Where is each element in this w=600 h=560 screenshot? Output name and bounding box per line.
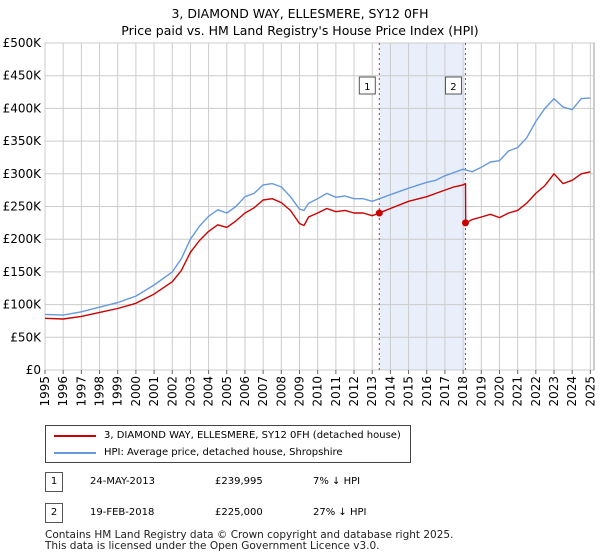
x-tick-label: 2014 <box>383 376 397 407</box>
x-tick-label: 2024 <box>565 376 579 407</box>
sale-label-text: 2 <box>450 82 456 93</box>
sale-label-box <box>444 76 462 95</box>
x-tick-label: 2023 <box>547 376 561 407</box>
x-tick-label: 2007 <box>256 376 270 407</box>
y-tick-label: £250K <box>3 200 43 214</box>
sale-label-text: 1 <box>364 82 370 93</box>
chart-title: 3, DIAMOND WAY, ELLESMERE, SY12 0FH Pric… <box>0 5 600 39</box>
x-tick-label: 2012 <box>347 376 361 407</box>
legend: 3, DIAMOND WAY, ELLESMERE, SY12 0FH (det… <box>45 425 411 463</box>
sale-label-box <box>358 76 376 95</box>
y-axis-ticks: £0 £50K £100K £150K £200K £250K £300K £350K £400… <box>3 36 43 377</box>
x-tick-label: 1998 <box>93 376 107 407</box>
x-tick-label: 2025 <box>583 376 597 407</box>
sale-point <box>375 209 383 217</box>
sale-point <box>461 219 469 227</box>
y-tick-label: £450K <box>3 69 43 83</box>
x-tick-label: 1996 <box>56 376 70 407</box>
sale-label: 1 <box>358 76 376 95</box>
x-tick-label: 1997 <box>74 376 88 407</box>
legend-hpi-swatch <box>54 452 96 454</box>
x-tick-label: 2016 <box>420 376 434 407</box>
x-tick-label: 2005 <box>220 376 234 407</box>
x-tick-label: 2006 <box>238 376 252 407</box>
x-tick-label: 2022 <box>529 376 543 407</box>
footer-copyright: Contains HM Land Registry data © Crown c… <box>45 529 454 541</box>
footer-license: This data is licensed under the Open Gov… <box>45 540 380 552</box>
x-tick-label: 2020 <box>492 376 506 407</box>
sale-hpi-diff: 7% ↓ HPI <box>313 476 361 487</box>
x-tick-label: 1995 <box>38 376 52 407</box>
sale-date: 19-FEB-2018 <box>90 507 155 518</box>
x-tick-label: 2008 <box>274 376 288 407</box>
title-line-2: Price paid vs. HM Land Registry's House … <box>121 23 479 38</box>
y-tick-label: £350K <box>3 134 43 148</box>
y-tick-label: £0 <box>26 363 41 377</box>
sale-number: 1 <box>45 472 63 492</box>
y-tick-label: £400K <box>3 101 43 115</box>
sale-number: 2 <box>45 503 63 523</box>
sale-date: 24-MAY-2013 <box>90 476 156 487</box>
x-tick-label: 2003 <box>183 376 197 407</box>
y-tick-label: £500K <box>3 36 43 50</box>
series-lines <box>44 97 591 320</box>
y-tick-label: £50K <box>10 330 42 344</box>
x-tick-label: 2004 <box>202 376 216 407</box>
legend-hpi-label: HPI: Average price, detached house, Shro… <box>104 447 343 458</box>
x-tick-label: 2001 <box>147 376 161 407</box>
y-tick-label: £200K <box>3 232 43 246</box>
sale-label: 2 <box>444 76 462 95</box>
sale-price: £225,000 <box>215 507 263 518</box>
y-tick-label: £300K <box>3 167 43 181</box>
x-tick-label: 2000 <box>129 376 143 407</box>
sale-points <box>375 209 469 227</box>
title-line-1: 3, DIAMOND WAY, ELLESMERE, SY12 0FH <box>171 6 429 21</box>
x-tick-label: 2009 <box>293 376 307 407</box>
price-series-line <box>44 171 591 320</box>
sale-price: £239,995 <box>215 476 263 487</box>
legend-price-swatch <box>54 435 96 437</box>
x-tick-label: 2010 <box>311 376 325 407</box>
x-tick-label: 2021 <box>511 376 525 407</box>
x-axis-ticks: 1995 1996 1997 1998 1999 2000 2001 2002 2003 2004… <box>38 370 597 407</box>
legend-price-label: 3, DIAMOND WAY, ELLESMERE, SY12 0FH (det… <box>104 430 401 441</box>
x-tick-label: 2002 <box>165 376 179 407</box>
x-tick-label: 2017 <box>438 376 452 407</box>
x-tick-label: 2011 <box>329 376 343 407</box>
y-tick-label: £150K <box>3 265 43 279</box>
x-tick-label: 1999 <box>111 376 125 407</box>
x-tick-label: 2018 <box>456 376 470 407</box>
x-tick-label: 2013 <box>365 376 379 407</box>
y-tick-label: £100K <box>3 298 43 312</box>
hpi-series-line <box>44 97 591 316</box>
x-tick-label: 2015 <box>402 376 416 407</box>
x-tick-label: 2019 <box>474 376 488 407</box>
sale-hpi-diff: 27% ↓ HPI <box>313 507 367 518</box>
footer: Contains HM Land Registry data © Crown c… <box>45 530 453 552</box>
